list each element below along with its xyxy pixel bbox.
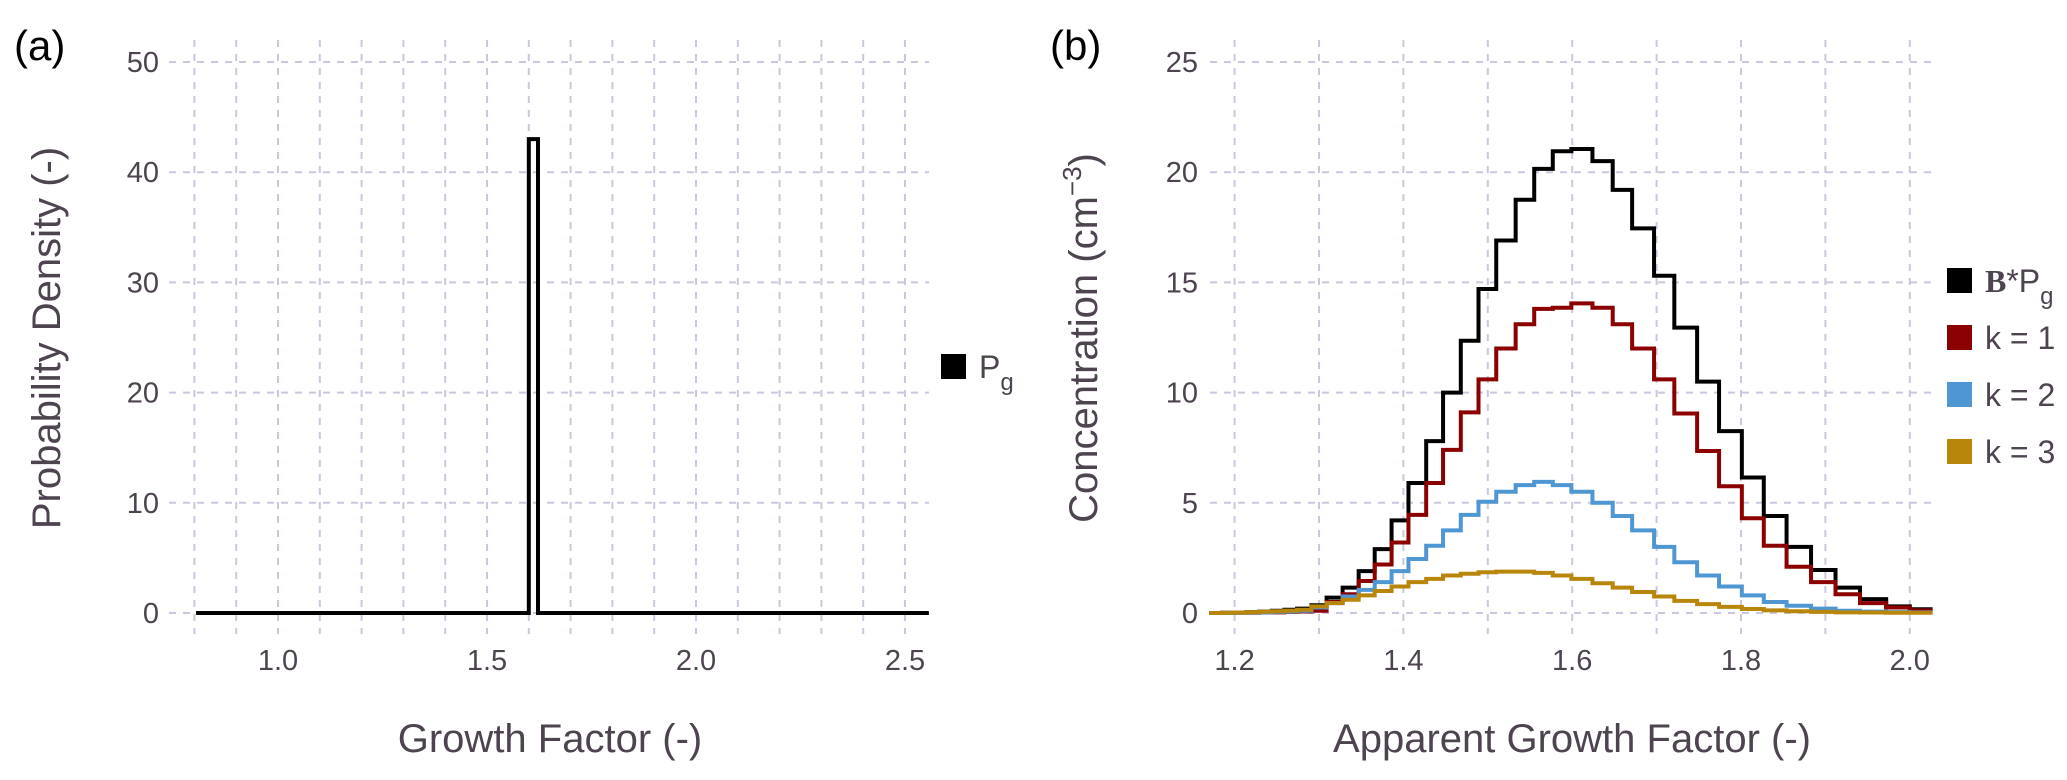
panel-a-y-tick-label: 30 (127, 267, 159, 299)
panel-a-ticks: 0 10 20 30 40 50 1.0 1.5 2.0 2.5 (127, 47, 925, 677)
panel-b-x-axis-title: Apparent Growth Factor (-) (1333, 717, 1811, 761)
panel-a-label: (a) (14, 22, 65, 69)
panel-a-x-tick-label: 1.5 (467, 645, 507, 677)
legend-item: B*Pg (1947, 263, 2054, 310)
panel-a-x-tick-label: 2.5 (885, 645, 925, 677)
panel-b-y-tick-label: 20 (1166, 157, 1198, 189)
panel-b-ticks: 0 5 10 15 20 25 1.2 1.4 1.6 1.8 2.0 (1166, 47, 1930, 677)
legend-item: k = 1 (1947, 320, 2055, 356)
series-k-1-step-line (1209, 301, 1933, 615)
legend-swatch (1947, 325, 1972, 350)
series-k-2-step-line (1209, 479, 1933, 615)
panel-b-grid (1210, 40, 1933, 634)
legend-label-bold: B (1985, 263, 2006, 299)
panel-b-y-axis-title: Concentration (cm−3) (1057, 153, 1106, 523)
panel-b-x-tick-label: 1.2 (1214, 645, 1254, 677)
legend-label-main: *P (2006, 263, 2040, 299)
legend-swatch (1947, 439, 1972, 464)
series-k-3-step-line (1209, 569, 1933, 615)
panel-b-y-tick-label: 25 (1166, 47, 1198, 79)
legend-item: k = 2 (1947, 377, 2055, 413)
panel-b-x-tick-label: 1.8 (1721, 645, 1761, 677)
y-title-superscript: −3 (1057, 166, 1087, 196)
panel-b-y-tick-label: 15 (1166, 267, 1198, 299)
y-title-main: Concentration (cm (1062, 196, 1106, 523)
panel-a-y-tick-label: 40 (127, 157, 159, 189)
legend-swatch (1947, 382, 1972, 407)
panel-b-label: (b) (1050, 22, 1101, 69)
panel-a-y-tick-label: 10 (127, 488, 159, 520)
panel-a-x-axis-title: Growth Factor (-) (398, 717, 702, 761)
panel-a-y-tick-label: 50 (127, 47, 159, 79)
panel-a-legend: Pg (941, 349, 1014, 396)
panel-b-y-tick-label: 0 (1182, 598, 1198, 630)
panel-a-y-tick-label: 0 (143, 598, 159, 630)
legend-label: Pg (979, 349, 1014, 396)
panel-b-x-tick-label: 1.4 (1383, 645, 1423, 677)
series-p-g-step-line (196, 137, 929, 615)
panel-a-x-tick-label: 2.0 (676, 645, 716, 677)
legend-label-main: k = 3 (1985, 434, 2055, 470)
legend-label-main: P (979, 349, 1000, 385)
y-title-end: ) (1062, 153, 1106, 166)
panel-b-x-tick-label: 2.0 (1890, 645, 1930, 677)
panel-a-series (196, 137, 929, 615)
legend-label-subscript: g (2040, 283, 2053, 310)
panel-b-x-tick-label: 1.6 (1552, 645, 1592, 677)
panel-a-x-tick-label: 1.0 (258, 645, 298, 677)
legend-label-subscript: g (1000, 369, 1013, 396)
legend-label: k = 2 (1985, 377, 2055, 413)
panel-a-grid (169, 40, 929, 634)
panel-b-y-tick-label: 10 (1166, 378, 1198, 410)
legend-swatch (941, 354, 966, 379)
panel-b: (b) 0 5 10 15 20 25 1.2 1.4 1.6 1.8 2.0 Apparent G… (1050, 22, 2055, 761)
legend-label: B*Pg (1985, 263, 2054, 310)
series-b-p-g-step-line (1209, 147, 1933, 615)
panel-a-y-tick-label: 20 (127, 378, 159, 410)
panel-a: (a) 0 10 20 30 40 50 1.0 1.5 2.0 2.5 Growth Facto… (14, 22, 1014, 761)
legend-label: k = 3 (1985, 434, 2055, 470)
panel-a-y-axis-title: Probability Density (-) (25, 147, 69, 529)
panel-b-y-tick-label: 5 (1182, 488, 1198, 520)
panel-b-legend: B*Pg k = 1 k = 2 k = 3 (1947, 263, 2055, 470)
legend-label-main: k = 1 (1985, 320, 2055, 356)
panel-b-series (1209, 147, 1933, 615)
legend-label-main: k = 2 (1985, 377, 2055, 413)
legend-label: k = 1 (1985, 320, 2055, 356)
legend-item: Pg (941, 349, 1014, 396)
legend-swatch (1947, 268, 1972, 293)
legend-item: k = 3 (1947, 434, 2055, 470)
